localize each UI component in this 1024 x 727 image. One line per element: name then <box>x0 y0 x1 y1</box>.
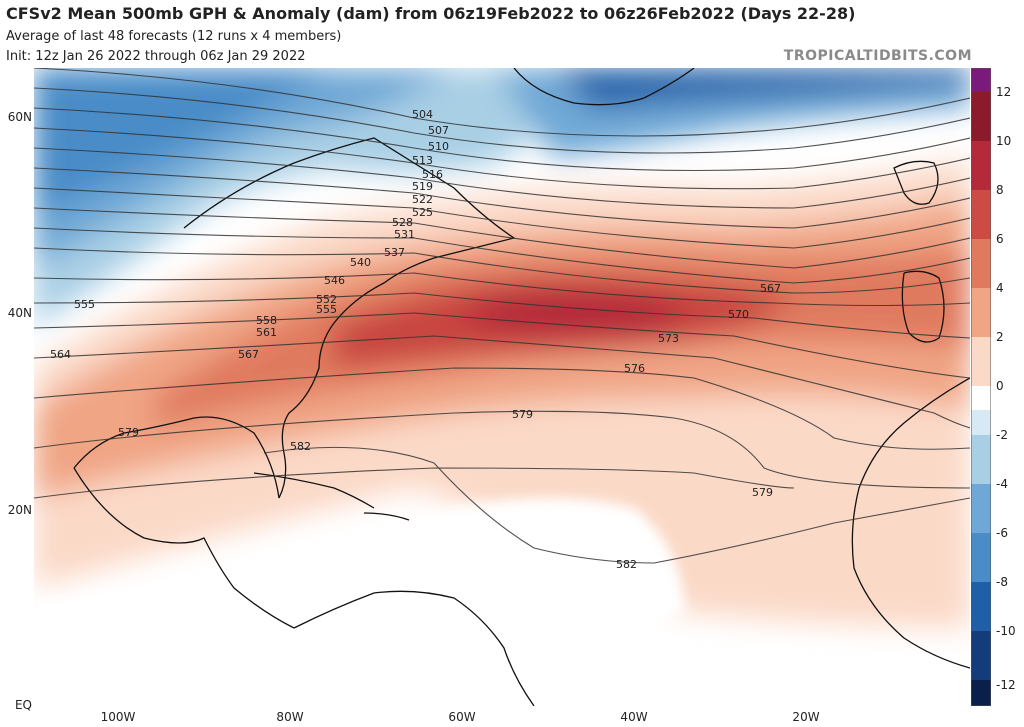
lon-label: 80W <box>276 710 304 724</box>
contour-label: 579 <box>512 408 533 421</box>
colorbar-label: -12 <box>996 678 1016 692</box>
contour-label: 579 <box>118 426 139 439</box>
contour-label: 561 <box>256 326 277 339</box>
contour-label: 522 <box>412 193 433 206</box>
contour-label: 576 <box>624 362 645 375</box>
contour-label: 567 <box>238 348 259 361</box>
contour-label: 504 <box>412 108 433 121</box>
contour-label: 552 <box>316 293 337 306</box>
contour-label: 537 <box>384 246 405 259</box>
contour-label: 531 <box>394 228 415 241</box>
colorbar-label: 2 <box>996 330 1004 344</box>
lat-label: 60N <box>7 110 32 124</box>
map-title: CFSv2 Mean 500mb GPH & Anomaly (dam) fro… <box>6 4 856 23</box>
colorbar-label: 4 <box>996 281 1004 295</box>
lon-label: 60W <box>448 710 476 724</box>
colorbar-label: -8 <box>996 575 1008 589</box>
contour-label: 546 <box>324 274 345 287</box>
anomaly-shading <box>34 68 970 628</box>
colorbar-label: 12 <box>996 85 1012 99</box>
contour-label: 558 <box>256 314 277 327</box>
contour-label: 567 <box>760 282 781 295</box>
contour-label: 519 <box>412 180 433 193</box>
colorbar-label: -10 <box>996 624 1016 638</box>
colorbar-label: 0 <box>996 379 1004 393</box>
height-contours <box>34 68 970 564</box>
contour-label: 579 <box>752 486 773 499</box>
lat-label: EQ <box>14 698 32 712</box>
contour-label: 510 <box>428 140 449 153</box>
colorbar-label: 10 <box>996 134 1012 148</box>
lon-label: 20W <box>792 710 820 724</box>
contour-label: 582 <box>290 440 311 453</box>
anomaly-map: 504 507 510 513 516 519 522 525 528 531 … <box>34 68 970 706</box>
contour-label: 516 <box>422 168 443 181</box>
colorbar-label: -4 <box>996 477 1008 491</box>
contour-label: 573 <box>658 332 679 345</box>
colorbar <box>971 68 991 706</box>
map-subtitle: Average of last 48 forecasts (12 runs x … <box>6 29 342 44</box>
colorbar-label: -6 <box>996 526 1008 540</box>
contour-label: 513 <box>412 154 433 167</box>
contour-label: 570 <box>728 308 749 321</box>
colorbar-label: 8 <box>996 183 1004 197</box>
contour-label: 564 <box>50 348 71 361</box>
lat-label: 20N <box>7 503 32 517</box>
contour-label: 507 <box>428 124 449 137</box>
init-time: Init: 12z Jan 26 2022 through 06z Jan 29… <box>6 49 306 64</box>
brand-watermark: TROPICALTIDBITS.COM <box>783 48 972 64</box>
contour-label: 528 <box>392 216 413 229</box>
lon-label: 100W <box>100 710 136 724</box>
colorbar-label: -2 <box>996 428 1008 442</box>
contour-label: 525 <box>412 206 433 219</box>
contour-label: 555 <box>74 298 95 311</box>
contour-label: 540 <box>350 256 371 269</box>
lon-label: 40W <box>620 710 648 724</box>
lat-label: 40N <box>7 306 32 320</box>
contour-label: 582 <box>616 558 637 571</box>
contour-label: 555 <box>316 303 337 316</box>
anomaly-map-svg <box>34 68 970 706</box>
colorbar-label: 6 <box>996 232 1004 246</box>
